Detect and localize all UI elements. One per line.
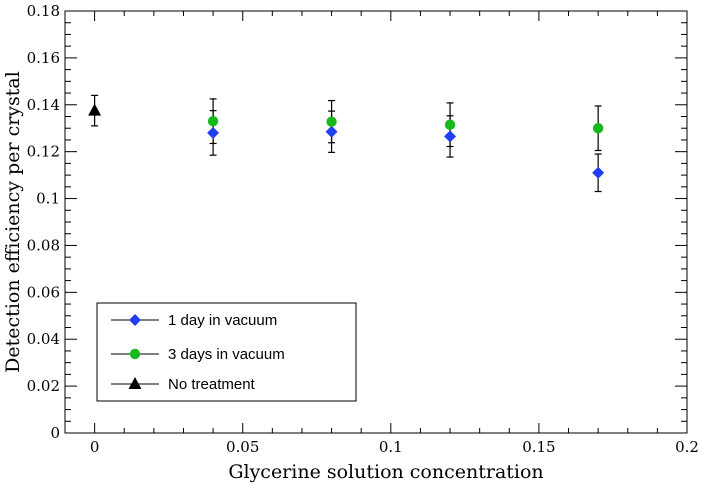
y-tick-label: 0.12: [27, 143, 60, 161]
y-tick-label: 0.16: [27, 49, 60, 67]
y-tick-label: 0.14: [27, 96, 60, 114]
y-tick-label: 0.02: [27, 377, 60, 395]
data-point: [444, 119, 456, 130]
data-point: [444, 130, 457, 143]
data-point: [326, 116, 337, 127]
data-point: [592, 123, 604, 134]
y-tick-label: 0.18: [27, 2, 60, 20]
legend-marker: [129, 314, 141, 326]
data-point: [592, 166, 605, 179]
x-tick-label: 0.1: [379, 438, 403, 456]
y-tick-label: 0.1: [36, 190, 60, 208]
y-axis-title: Detection efficiency per crystal: [2, 71, 24, 373]
x-tick-label: 0: [90, 438, 100, 456]
x-axis-title: Glycerine solution concentration: [228, 461, 543, 483]
y-tick-label: 0.08: [27, 236, 60, 254]
data-point: [88, 103, 102, 116]
x-tick-label: 0.2: [675, 438, 699, 456]
legend-label: 3 days in vacuum: [168, 346, 285, 363]
y-tick-label: 0: [50, 424, 60, 442]
legend-marker: [129, 348, 141, 360]
data-point: [207, 115, 219, 127]
y-tick-label: 0.04: [27, 330, 60, 348]
x-tick-label: 0.05: [226, 438, 259, 456]
axis-ticks: [64, 10, 688, 434]
x-tick-label: 0.15: [522, 438, 555, 456]
y-tick-labels: 0 0.02 0.04 0.06 0.08 0.1 0.12 0.14 0.16 0.18: [27, 2, 60, 442]
data-point: [207, 126, 220, 139]
data-point: [325, 125, 338, 138]
legend-marker: [128, 377, 142, 389]
x-tick-labels: 0 0.05 0.1 0.15 0.2: [90, 438, 699, 456]
y-tick-label: 0.06: [27, 283, 60, 301]
legend-label: No treatment: [168, 376, 256, 393]
legend-label: 1 day in vacuum: [168, 312, 277, 329]
legend: 1 day in vacuum 3 days in vacuum No treatm…: [96, 302, 357, 402]
data-markers: [88, 103, 605, 179]
